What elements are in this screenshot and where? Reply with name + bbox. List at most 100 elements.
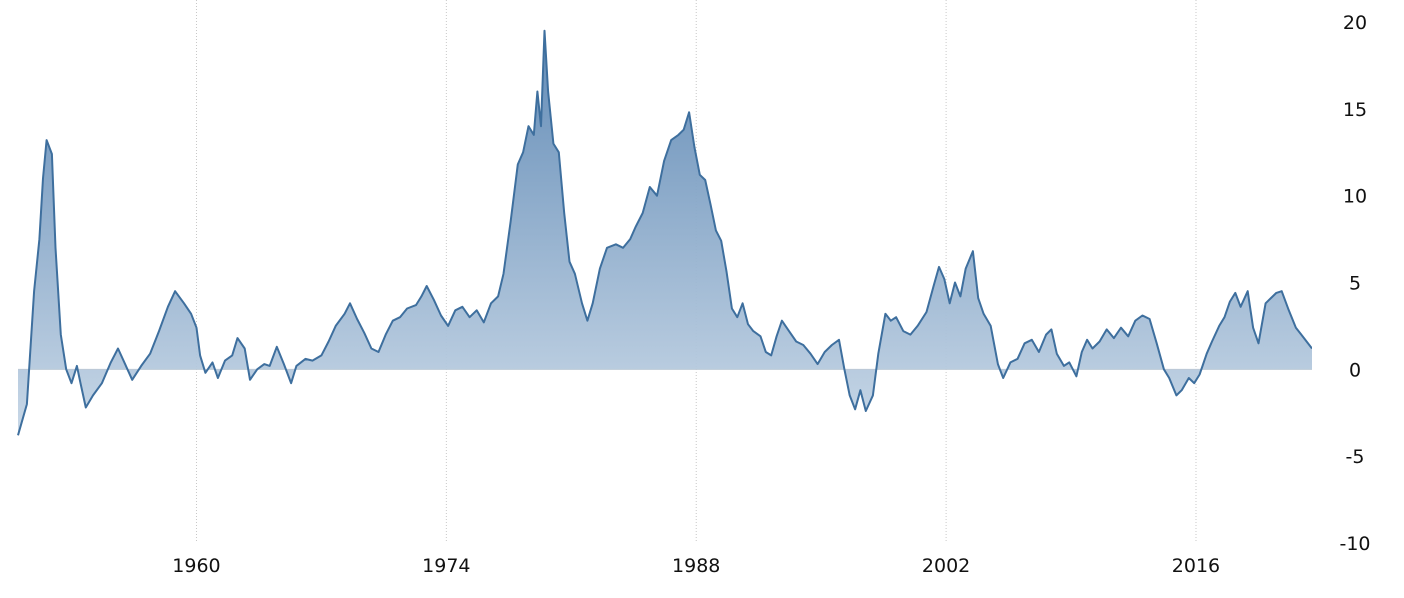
data-point bbox=[1106, 329, 1108, 331]
data-point bbox=[264, 363, 266, 365]
data-point bbox=[1265, 303, 1267, 305]
data-point bbox=[1017, 358, 1019, 360]
data-point bbox=[1295, 327, 1297, 329]
data-point bbox=[1156, 343, 1158, 345]
data-point bbox=[737, 316, 739, 318]
data-point bbox=[747, 323, 749, 325]
data-point bbox=[1218, 325, 1220, 327]
data-point bbox=[890, 320, 892, 322]
data-point bbox=[1224, 316, 1226, 318]
data-point bbox=[85, 407, 87, 409]
data-point bbox=[1092, 348, 1094, 350]
data-point bbox=[977, 297, 979, 299]
data-point bbox=[440, 315, 442, 317]
data-point bbox=[249, 379, 251, 381]
data-point bbox=[1063, 365, 1065, 367]
data-point bbox=[392, 320, 394, 322]
series-line bbox=[17, 29, 1312, 436]
data-point bbox=[1142, 315, 1144, 317]
data-point bbox=[615, 244, 617, 246]
data-point bbox=[1168, 377, 1170, 379]
data-point bbox=[1306, 341, 1308, 343]
data-point bbox=[553, 143, 555, 145]
data-point bbox=[1188, 377, 1190, 379]
y-tick-label: -10 bbox=[1339, 533, 1370, 555]
y-tick-label: 15 bbox=[1343, 99, 1367, 121]
data-point bbox=[949, 303, 951, 305]
data-point bbox=[117, 348, 119, 350]
data-point bbox=[765, 351, 767, 353]
data-point bbox=[688, 112, 690, 114]
data-point bbox=[1301, 334, 1303, 336]
data-point bbox=[1163, 369, 1165, 371]
data-point bbox=[378, 351, 380, 353]
data-point bbox=[269, 365, 271, 367]
grid bbox=[195, 0, 1197, 543]
data-point bbox=[385, 334, 387, 336]
data-point bbox=[199, 355, 201, 357]
data-point bbox=[720, 240, 722, 242]
data-point bbox=[33, 290, 35, 292]
data-point bbox=[1270, 297, 1272, 299]
data-point bbox=[371, 348, 373, 350]
data-point bbox=[51, 153, 53, 155]
data-point bbox=[415, 304, 417, 306]
data-point bbox=[569, 261, 571, 263]
data-point bbox=[256, 369, 258, 371]
data-point bbox=[42, 178, 44, 180]
data-point bbox=[356, 318, 358, 320]
data-point bbox=[328, 341, 330, 343]
data-point bbox=[196, 327, 198, 329]
data-point bbox=[926, 311, 928, 313]
data-point bbox=[1288, 310, 1290, 312]
data-point bbox=[522, 152, 524, 154]
data-point bbox=[670, 139, 672, 141]
data-point bbox=[101, 382, 103, 384]
data-point bbox=[1038, 351, 1040, 353]
data-point bbox=[629, 238, 631, 240]
data-point bbox=[1235, 292, 1237, 294]
data-point bbox=[1076, 376, 1078, 378]
data-point bbox=[742, 303, 744, 305]
data-point bbox=[1176, 395, 1178, 397]
data-point bbox=[231, 355, 233, 357]
data-point bbox=[872, 395, 874, 397]
data-point bbox=[55, 247, 57, 249]
data-point bbox=[433, 299, 435, 301]
data-point bbox=[678, 134, 680, 136]
data-point bbox=[865, 410, 867, 412]
data-point bbox=[990, 325, 992, 327]
data-point bbox=[917, 325, 919, 327]
data-point bbox=[1002, 377, 1004, 379]
data-point bbox=[1135, 320, 1137, 322]
data-point bbox=[817, 363, 819, 365]
data-point bbox=[838, 339, 840, 341]
data-point bbox=[831, 344, 833, 346]
data-point bbox=[795, 341, 797, 343]
data-point bbox=[1199, 374, 1201, 376]
data-point bbox=[965, 268, 967, 270]
data-point bbox=[92, 395, 94, 397]
data-point bbox=[954, 282, 956, 284]
series-area-fill bbox=[18, 30, 1312, 436]
data-point bbox=[399, 316, 401, 318]
data-point bbox=[656, 195, 658, 197]
data-point bbox=[563, 212, 565, 214]
data-point bbox=[39, 238, 41, 240]
x-tick-label: 1960 bbox=[172, 555, 220, 577]
data-point bbox=[726, 271, 728, 273]
data-point bbox=[1113, 337, 1115, 339]
data-point bbox=[683, 129, 685, 131]
data-point bbox=[140, 365, 142, 367]
data-point bbox=[781, 320, 783, 322]
data-point bbox=[183, 303, 185, 305]
data-point bbox=[224, 360, 226, 362]
data-point bbox=[1181, 389, 1183, 391]
data-point bbox=[1240, 306, 1242, 308]
data-point bbox=[349, 303, 351, 305]
data-point bbox=[503, 273, 505, 275]
data-point bbox=[1081, 351, 1083, 353]
data-point bbox=[321, 355, 323, 357]
data-point bbox=[290, 382, 292, 384]
data-point bbox=[312, 360, 314, 362]
